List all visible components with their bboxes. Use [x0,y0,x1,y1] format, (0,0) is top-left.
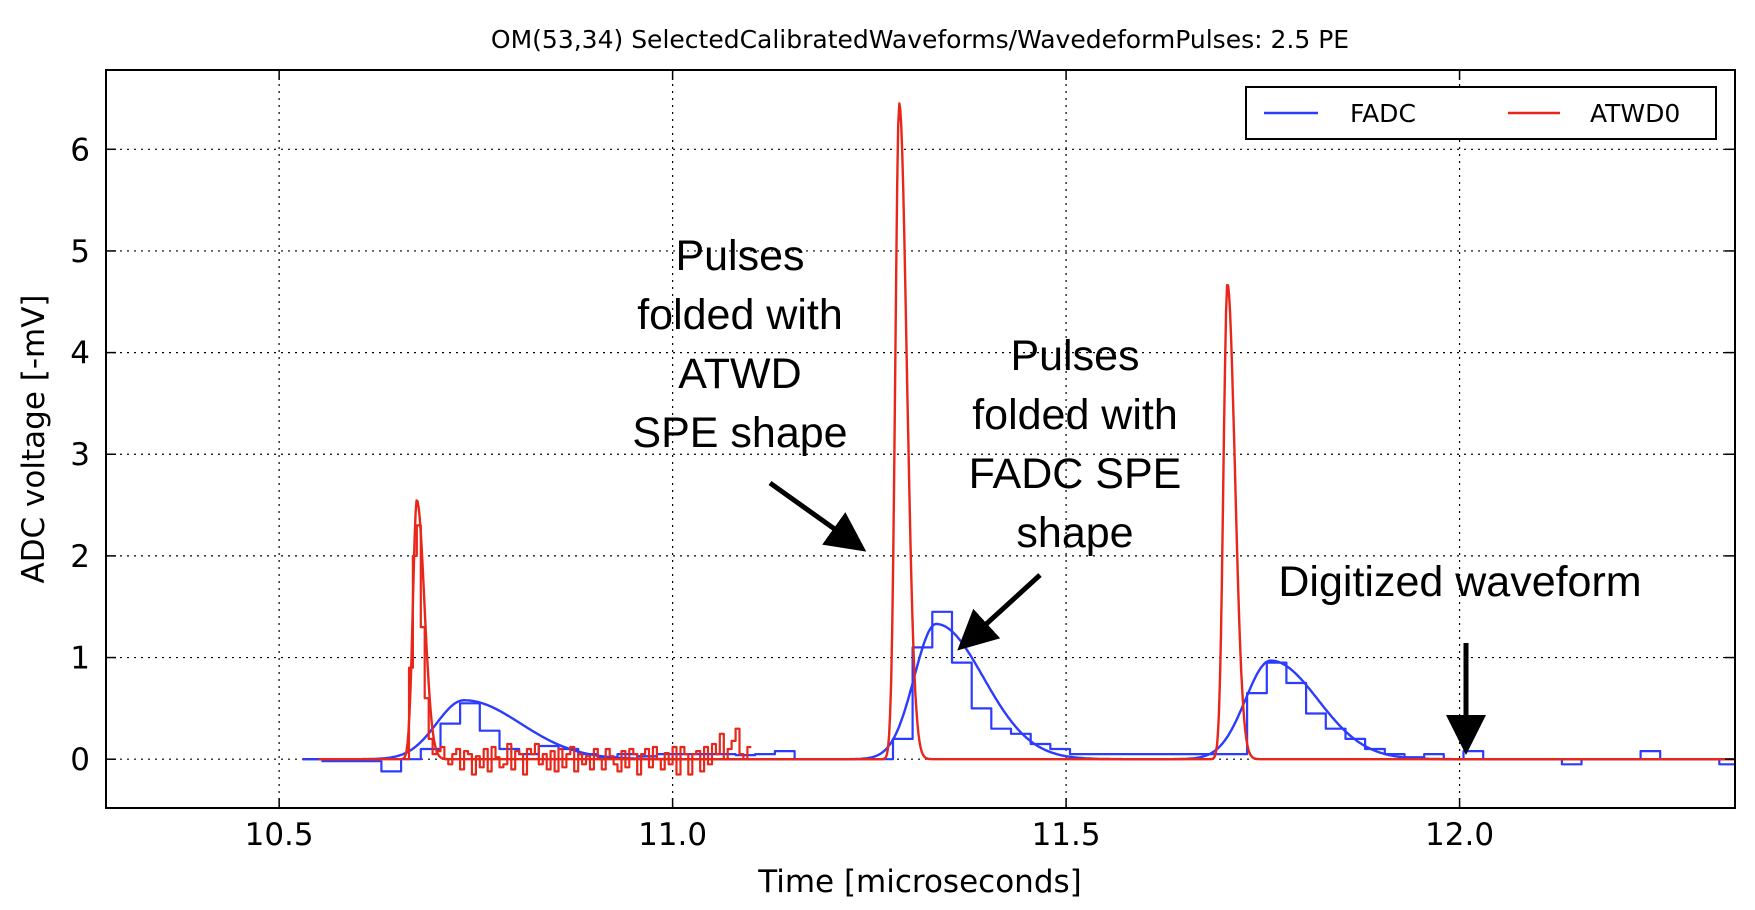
y-tick-label: 1 [70,641,90,677]
x-axis-label: Time [microseconds] [757,864,1082,900]
y-tick-label: 0 [70,742,90,778]
y-tick-label: 2 [70,539,90,575]
annotation-line: Pulses [675,232,804,280]
legend-label-fadc: FADC [1350,99,1416,128]
x-tick-label: 11.0 [638,817,707,853]
legend: FADC ATWD0 [1245,86,1717,140]
y-tick-label: 3 [70,437,90,473]
annotation-0: Pulses folded with ATWD SPE shape [632,232,867,552]
x-tick-label: 11.5 [1032,817,1101,853]
legend-label-atwd0: ATWD0 [1590,99,1680,128]
annotation-line: Pulses [1010,332,1139,380]
series-step-1 [302,610,1735,773]
x-tick-label: 12.0 [1425,817,1494,853]
series-line-0 [302,622,1735,761]
annotation-arrow [768,480,867,552]
annotation-2: Digitized waveform [1278,558,1642,755]
annotation-arrow [957,573,1042,651]
annotation-line: shape [1016,509,1133,557]
y-tick-label: 6 [70,132,90,168]
y-tick-label: 5 [70,234,90,270]
annotation-line: Digitized waveform [1278,558,1641,606]
y-axis-label: ADC voltage [-mV] [16,294,52,583]
annotation-line: folded with [637,291,843,339]
series-step-3 [405,524,752,776]
chart-title: OM(53,34) SelectedCalibratedWaveforms/Wa… [491,25,1349,54]
legend-box [1245,86,1717,140]
annotations: Pulses folded with ATWD SPE shape Pulses fold… [632,232,1642,755]
series-line-2 [318,102,1735,761]
grid-lines [106,70,1735,808]
annotation-line: SPE shape [632,409,847,457]
annotation-1: Pulses folded with FADC SPE shape [957,332,1182,651]
plot-frame [105,69,1736,809]
axis-ticks: 10.5 11.0 11.5 12.0 0 1 2 3 4 5 6 [70,70,1735,853]
annotation-line: ATWD [678,350,801,398]
annotation-line: FADC SPE [969,450,1182,498]
plot-area [302,102,1735,776]
annotation-line: folded with [972,391,1178,439]
y-tick-label: 4 [70,336,90,372]
x-tick-label: 10.5 [245,817,314,853]
